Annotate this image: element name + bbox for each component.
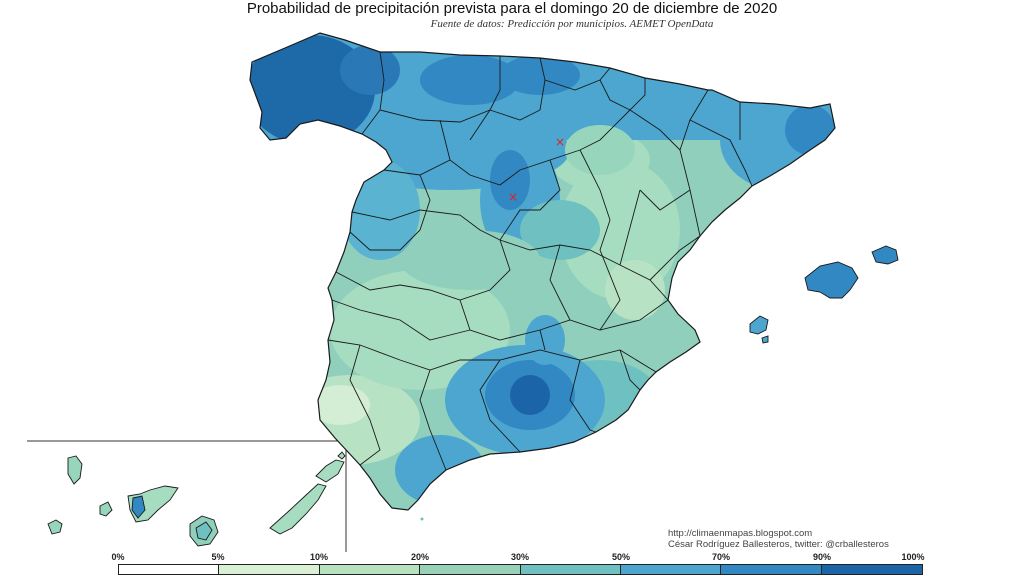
red-cross-marker: × [555, 135, 565, 149]
legend-tick: 30% [510, 552, 530, 562]
red-cross-marker: × [508, 190, 518, 204]
credit-url: http://climaenmapas.blogspot.com [668, 528, 813, 539]
map-subtitle: Fuente de datos: Predicción por municipi… [430, 18, 714, 30]
legend-tick: 10% [309, 552, 329, 562]
legend-color-swatch [319, 565, 421, 574]
credit-block: http://climaenmapas.blogspot.com César R… [668, 528, 889, 550]
legend-tick: 70% [711, 552, 731, 562]
legend-color-swatch [520, 565, 621, 574]
canary-islands [47, 451, 346, 547]
mainland-spain: × × [249, 32, 836, 521]
balearic-islands [749, 245, 899, 344]
legend-color-swatch [721, 565, 822, 574]
legend-tick: 100% [901, 552, 925, 562]
legend-color-swatch [620, 565, 722, 574]
credit-author: César Rodríguez Ballesteros, twitter: @c… [668, 539, 889, 550]
legend-color-swatch [119, 565, 220, 574]
legend-tick: 0% [111, 552, 125, 562]
legend-tick: 5% [211, 552, 225, 562]
legend-tick: 90% [812, 552, 832, 562]
map-title: Probabilidad de precipitación prevista p… [246, 0, 778, 17]
legend-color-swatch [821, 565, 922, 574]
legend-tick: 20% [410, 552, 430, 562]
legend-color-swatch [420, 565, 521, 574]
legend: 0% 5% 10% 20% 30% 50% 70% 90% 100% [111, 552, 925, 576]
legend-color-swatch [219, 565, 320, 574]
legend-tick: 50% [611, 552, 631, 562]
legend-color-bar [118, 564, 923, 575]
